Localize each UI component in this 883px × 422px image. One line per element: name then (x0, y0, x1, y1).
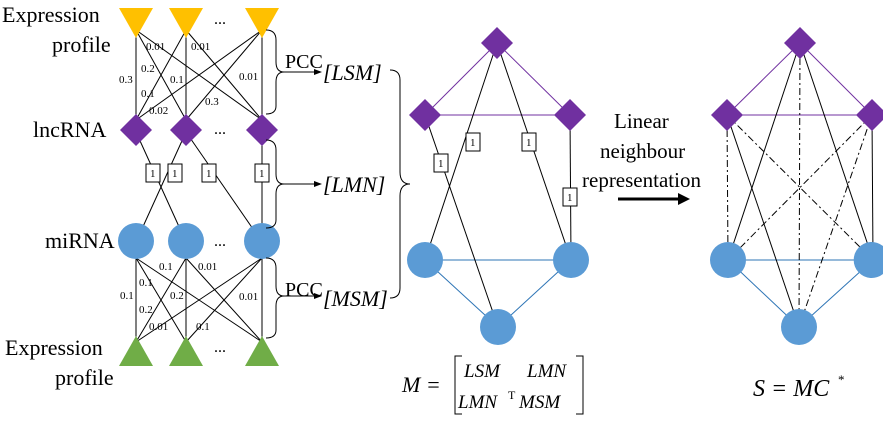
mirna-node-2 (168, 223, 204, 259)
interaction-value: 1 (206, 168, 212, 180)
bottom-correlation-edges (135, 257, 263, 343)
msm-matrix: [MSM] (323, 286, 388, 311)
middle-lncrna-node-right (554, 99, 586, 131)
ellipsis: ... (214, 11, 226, 28)
pcc-label-bottom: PCC (285, 279, 323, 301)
matrix-entry: LMN (526, 361, 567, 382)
interaction-edges (135, 131, 263, 243)
expression-profile-top-label: profile (52, 32, 111, 57)
weight-label: 0.1 (170, 74, 184, 86)
weight-label: 0.3 (119, 74, 133, 86)
weight-label: 0.01 (239, 291, 258, 303)
right-lncrna-node-right (856, 99, 883, 131)
formula-s-superscript: * (838, 372, 845, 387)
matrix-entry: LSM (463, 361, 501, 382)
middle-mirna-node-right (553, 242, 589, 278)
weight-label: 0.1 (120, 290, 134, 302)
arrow-label: Linear (614, 109, 669, 133)
right-mirna-node-bottom (781, 309, 817, 345)
weight-label: 0.01 (149, 321, 168, 333)
lncrna-node-1 (120, 114, 152, 146)
weight-label: 0.1 (139, 277, 153, 289)
weight-label: 0.01 (146, 41, 165, 53)
matrix-entry: MSM (518, 392, 561, 413)
middle-lncrna-node-top (481, 27, 513, 59)
interaction-value: 1 (259, 168, 265, 180)
ellipsis: ... (214, 121, 226, 138)
expression-triangle-top-1 (119, 8, 153, 38)
bottom-weights: 0.1 0.01 0.1 0.2 0.1 0.01 0.2 0.01 0.1 (120, 261, 258, 333)
expression-triangle-bottom-3 (245, 336, 279, 366)
arrow-label: representation (582, 168, 701, 192)
mirna-node-1 (118, 223, 154, 259)
expression-triangle-bottom-2 (169, 336, 203, 366)
pcc-label-top: PCC (285, 51, 323, 73)
middle-mirna-node-bottom (480, 309, 516, 345)
matrix-arrows (284, 69, 322, 299)
top-correlation-edges (135, 29, 263, 121)
interaction-value: 1 (172, 168, 178, 180)
mirna-label: miRNA (45, 228, 115, 253)
expression-profile-bottom-label: profile (55, 365, 114, 390)
weight-label: 0.2 (139, 304, 153, 316)
weight-label: 0.01 (191, 41, 210, 53)
middle-mirna-node-left (407, 242, 443, 278)
lsm-matrix: [LSM] (323, 60, 382, 85)
formula-m: M = LSM LMN LMN T MSM (401, 355, 584, 415)
arrow-label: neighbour (600, 139, 685, 163)
interaction-values: 1 1 1 1 (145, 163, 270, 183)
weight-label: 0.2 (170, 290, 184, 302)
right-lncrna-node-top (784, 27, 816, 59)
lncrna-label: lncRNA (33, 117, 106, 142)
edge-value: 1 (567, 192, 573, 204)
expression-profile-bottom-label: Expression (5, 335, 103, 360)
edge-value: 1 (438, 158, 444, 170)
middle-lncrna-node-left (409, 99, 441, 131)
ellipsis: ... (214, 233, 226, 250)
expression-triangle-bottom-1 (119, 336, 153, 366)
edge-value: 1 (470, 137, 476, 149)
right-mirna-node-left (710, 242, 746, 278)
mirna-node-3 (244, 223, 280, 259)
weight-label: 0.3 (205, 96, 219, 108)
weight-label: 0.01 (239, 71, 258, 83)
weight-label: 0.2 (141, 63, 155, 75)
weight-label: 0.1 (196, 321, 210, 333)
formula-s: S = MC (753, 376, 830, 402)
expression-profile-top-label: Expression (2, 2, 100, 27)
lncrna-node-3 (246, 114, 278, 146)
top-weights: 0.01 0.01 0.2 0.3 0.1 0.01 0.1 0.3 0.02 (119, 41, 258, 117)
middle-graph: 1 1 1 1 (407, 27, 589, 345)
matrix-entry: LMN (457, 392, 498, 413)
weight-label: 0.1 (141, 88, 155, 100)
right-lncrna-node-left (711, 99, 743, 131)
right-mirna-node-right (853, 242, 883, 279)
transpose-superscript: T (508, 388, 516, 402)
edge-value: 1 (526, 137, 532, 149)
expression-triangle-top-2 (169, 8, 203, 38)
lncrna-node-2 (170, 114, 202, 146)
weight-label: 0.01 (198, 261, 217, 273)
lmn-matrix: [LMN] (323, 172, 385, 197)
interaction-value: 1 (150, 168, 156, 180)
weight-label: 0.02 (149, 105, 168, 117)
linear-neighbour-arrow (618, 193, 690, 205)
ellipsis: ... (214, 339, 226, 356)
expression-triangle-top-3 (245, 8, 279, 38)
formula-m-lhs: M = (401, 372, 441, 397)
right-graph (710, 27, 883, 345)
weight-label: 0.1 (159, 261, 173, 273)
